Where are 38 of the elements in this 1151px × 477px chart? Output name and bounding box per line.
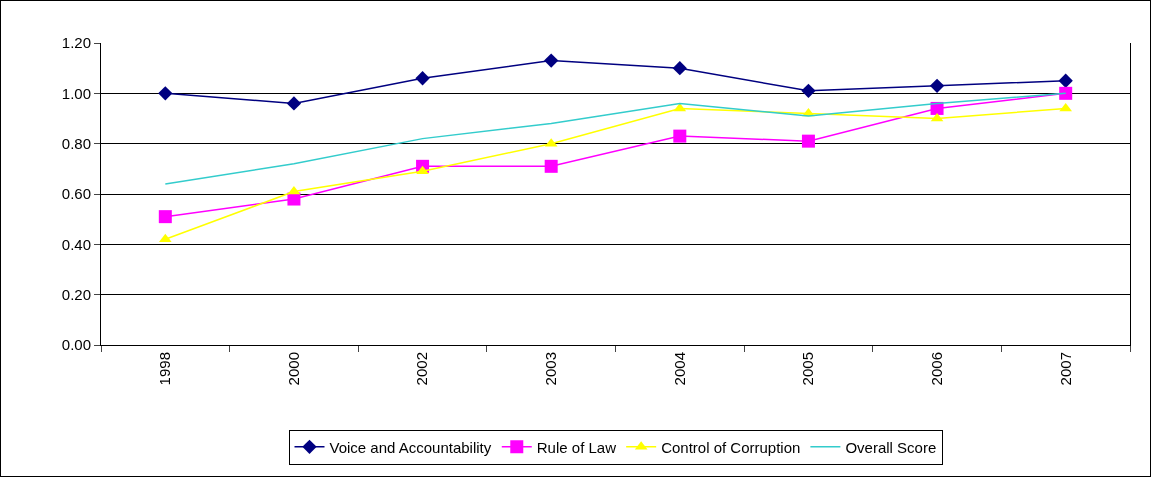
- point: [287, 192, 301, 206]
- x-tick-label: 2007: [1056, 352, 1074, 386]
- point: [415, 71, 430, 86]
- y-tick-label: 0.00: [61, 336, 91, 354]
- point: [801, 134, 815, 148]
- point: [1059, 86, 1073, 100]
- y-tick-label: 1.20: [61, 34, 91, 52]
- legend-label: Voice and Accountability: [329, 438, 492, 456]
- legend-label: Overall Score: [845, 438, 937, 456]
- point: [158, 86, 173, 101]
- x-tick-label: 2006: [927, 352, 945, 386]
- y-tick-label: 0.20: [61, 285, 91, 303]
- point: [158, 210, 172, 224]
- y-tick-label: 0.80: [61, 134, 91, 152]
- y-tick-label: 1.00: [61, 84, 91, 102]
- x-tick-label: 2000: [284, 352, 302, 386]
- point: [801, 83, 816, 98]
- point: [1058, 73, 1073, 88]
- point: [416, 165, 429, 175]
- legend-label: Control of Corruption: [661, 438, 801, 456]
- point: [929, 78, 945, 93]
- point: [544, 159, 558, 173]
- x-tick-label: 2003: [542, 352, 560, 386]
- legend-label: Rule of Law: [536, 438, 617, 456]
- point: [1059, 102, 1073, 112]
- point: [544, 53, 559, 68]
- point: [673, 102, 687, 112]
- point: [673, 129, 687, 143]
- point: [287, 185, 301, 195]
- point: [286, 96, 302, 111]
- point: [158, 233, 172, 243]
- x-tick-label: 2004: [670, 352, 688, 386]
- x-tick-label: 1998: [156, 352, 174, 386]
- y-tick-label: 0.60: [61, 185, 91, 203]
- point: [672, 61, 687, 76]
- x-tick-label: 2002: [413, 352, 431, 386]
- y-tick-label: 0.40: [61, 235, 91, 253]
- x-tick-label: 2005: [799, 352, 817, 386]
